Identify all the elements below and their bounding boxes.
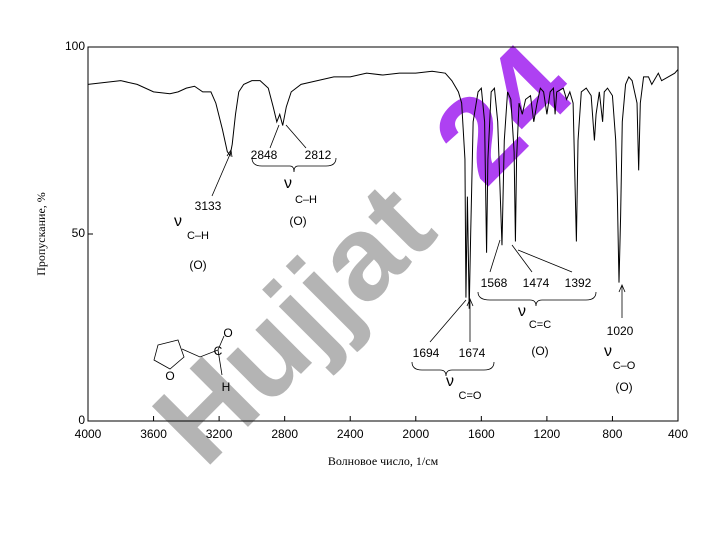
annotation: 1674 (459, 346, 486, 360)
annotation: 2848 (251, 148, 278, 162)
annotation: 1020 (607, 324, 634, 338)
x-tick-label: 3200 (206, 427, 233, 441)
annotation: 1568 (481, 276, 508, 290)
spectrum-line (87, 69, 679, 309)
annotation: 1392 (565, 276, 592, 290)
molecule-atom: H (222, 380, 231, 394)
annotation: (O) (531, 344, 548, 358)
x-axis-label: Волновое число, 1/см (328, 454, 439, 468)
annotation: C=C (529, 319, 551, 331)
annotation: ν (446, 373, 454, 390)
annotation: ν (174, 213, 182, 230)
molecule-atom: O (223, 326, 232, 340)
y-tick-label: 50 (72, 226, 86, 240)
annotation: 2812 (305, 148, 332, 162)
annotation: (O) (189, 258, 206, 272)
annotation: ν (518, 303, 526, 320)
molecule-atom: O (165, 369, 174, 383)
annotation: C–O (613, 360, 636, 372)
x-tick-label: 2000 (402, 427, 429, 441)
y-tick-label: 0 (78, 413, 85, 427)
annotation: C=O (459, 390, 482, 402)
annotation: C–H (295, 194, 317, 206)
x-tick-label: 3600 (140, 427, 167, 441)
annotation: 1474 (523, 276, 550, 290)
annotation: (O) (615, 380, 632, 394)
x-tick-label: 2400 (337, 427, 364, 441)
x-tick-label: 800 (602, 427, 622, 441)
annotation: C–H (187, 230, 209, 242)
y-axis-label: Пропускание, % (34, 192, 48, 276)
annotation: 3133 (195, 199, 222, 213)
x-tick-label: 4000 (75, 427, 102, 441)
molecule-atom: C (214, 344, 223, 358)
annotation-arrows (153, 124, 626, 377)
annotation: 1694 (413, 346, 440, 360)
annotation: ν (284, 175, 292, 192)
x-tick-label: 1600 (468, 427, 495, 441)
x-tick-label: 2800 (271, 427, 298, 441)
y-tick-label: 100 (65, 39, 85, 53)
annotation: (O) (289, 214, 306, 228)
annotation: ν (604, 343, 612, 360)
x-tick-label: 400 (668, 427, 688, 441)
x-tick-label: 1200 (534, 427, 561, 441)
